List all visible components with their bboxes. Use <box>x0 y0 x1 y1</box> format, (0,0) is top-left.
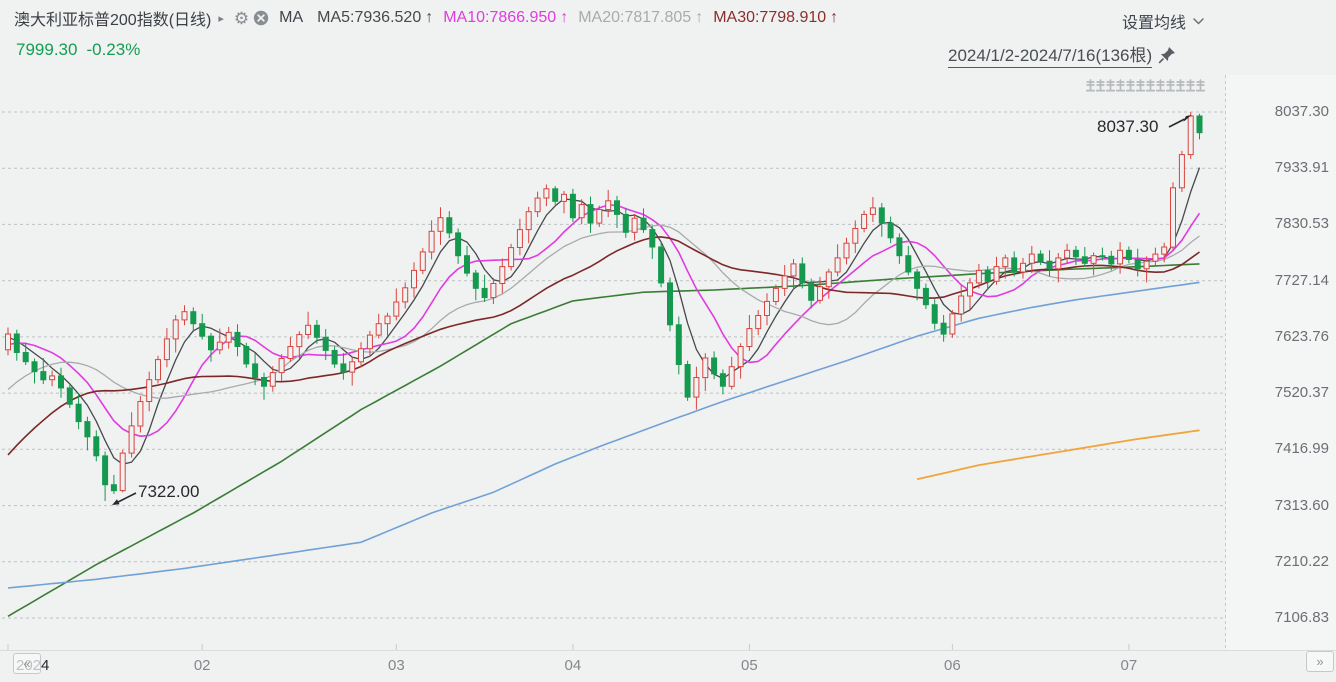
price-axis-label: 7933.91 <box>1274 159 1329 177</box>
symbol-title[interactable]: 澳大利亚标普200指数(日线) <box>14 12 212 29</box>
long-ma-lines <box>7 263 1200 617</box>
event-pin-icon[interactable] <box>1176 79 1185 93</box>
ma20-line <box>7 224 1200 399</box>
trend-up-arrow-icon: ↑ <box>830 9 839 26</box>
date-range-label: 2024/1/2-2024/7/16(136根) <box>948 41 1153 68</box>
price-row: 7999.30 -0.23% <box>16 40 140 60</box>
annotation-arrows <box>112 115 1192 505</box>
ma-readout-ma20[interactable]: MA20:7817.805 ↑ <box>578 9 704 26</box>
event-pin-icon[interactable] <box>1186 79 1195 93</box>
price-axis-label: 7623.76 <box>1274 327 1329 345</box>
close-circle-icon[interactable] <box>253 10 269 26</box>
ma-settings-label: 设置均线 <box>1122 15 1187 32</box>
event-pin-icon[interactable] <box>1166 79 1175 93</box>
long-ma-orange <box>916 429 1200 481</box>
ma10-line <box>7 204 1201 438</box>
event-pin-icon[interactable] <box>1146 79 1155 93</box>
event-pin-icon[interactable] <box>1096 79 1105 93</box>
ma30-line <box>7 236 1200 456</box>
price-axis-label: 7313.60 <box>1274 496 1329 514</box>
price-axis-label: 7210.22 <box>1274 552 1329 570</box>
scroll-forward-button[interactable]: » <box>1306 651 1334 672</box>
price-axis-label: 7416.99 <box>1274 440 1329 458</box>
time-axis-label: 03 <box>388 657 405 674</box>
chart-header: 澳大利亚标普200指数(日线) ▸ ⚙ MA MA5:7936.520 ↑ MA10… <box>14 7 848 29</box>
price-axis-label: 8037.30 <box>1274 103 1329 120</box>
trend-up-arrow-icon: ↑ <box>560 9 569 26</box>
event-pin-icon[interactable] <box>1106 79 1115 93</box>
ma5-line <box>7 167 1201 465</box>
price-axis-label: 7106.83 <box>1274 609 1329 626</box>
trend-up-arrow-icon: ↑ <box>425 9 434 26</box>
gear-icon[interactable]: ⚙ <box>233 8 250 28</box>
time-axis-label: 05 <box>741 657 758 674</box>
date-range-control[interactable]: 2024/1/2-2024/7/16(136根) <box>948 41 1176 68</box>
ma-settings-dropdown[interactable]: 设置均线 <box>1122 9 1204 33</box>
axis-panel-background <box>1226 75 1336 650</box>
ma-readouts: MA5:7936.520 ↑ MA10:7866.950 ↑ MA20:7817.805… <box>317 9 848 27</box>
last-price: 7999.30 <box>16 40 78 59</box>
event-pin-icon[interactable] <box>1196 79 1205 93</box>
scroll-back-button[interactable]: « <box>13 653 41 674</box>
chevron-down-icon <box>1193 17 1204 25</box>
gridlines <box>2 111 1225 650</box>
time-axis-label: 04 <box>564 657 582 674</box>
change-percent: -0.23% <box>86 40 141 59</box>
ma-readout-ma5[interactable]: MA5:7936.520 ↑ <box>317 9 434 26</box>
low-annotation: 7322.00 <box>138 482 200 501</box>
event-marker-icons <box>1086 79 1205 93</box>
time-axis-label: 02 <box>193 657 211 674</box>
event-pin-icon[interactable] <box>1156 79 1165 93</box>
long-ma-green <box>7 263 1200 617</box>
symbol-caret-icon[interactable]: ▸ <box>218 12 224 25</box>
event-pin-icon[interactable] <box>1086 79 1095 93</box>
time-axis-label: 06 <box>944 657 961 674</box>
event-pin-icon[interactable] <box>1136 79 1145 93</box>
pushpin-icon[interactable] <box>1158 46 1176 64</box>
ma-readout-ma10[interactable]: MA10:7866.950 ↑ <box>443 9 569 26</box>
time-axis-label: 07 <box>1120 657 1138 674</box>
price-axis-label: 7727.14 <box>1274 271 1329 289</box>
price-axis-label: 7830.53 <box>1274 215 1329 233</box>
ma-readout-ma30[interactable]: MA30:7798.910 ↑ <box>713 9 839 26</box>
candles <box>5 112 1203 501</box>
high-annotation: 8037.30 <box>1097 117 1159 136</box>
long-ma-blue <box>7 281 1200 589</box>
ma-lines <box>7 167 1201 465</box>
trend-up-arrow-icon: ↑ <box>695 9 704 26</box>
price-axis-label: 7520.37 <box>1274 384 1329 402</box>
event-pin-icon[interactable] <box>1126 79 1135 93</box>
event-pin-icon[interactable] <box>1116 79 1125 93</box>
ma-group-label[interactable]: MA <box>279 9 304 26</box>
